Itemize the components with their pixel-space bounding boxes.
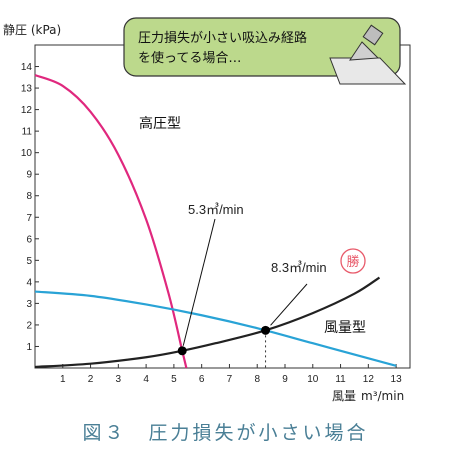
y-tick-label: 6 bbox=[26, 234, 32, 245]
y-tick-label: 7 bbox=[26, 213, 32, 224]
y-tick-label: 4 bbox=[26, 277, 32, 288]
annotation-5-3: 5.3㎥/min bbox=[188, 202, 244, 217]
x-axis-label: 風量 bbox=[332, 389, 356, 403]
nozzle-cone-icon bbox=[349, 41, 380, 61]
x-tick-label: 13 bbox=[391, 374, 403, 385]
y-tick-label: 8 bbox=[26, 191, 32, 202]
stamp-glyph: 勝 bbox=[346, 255, 359, 270]
high-volume-curve bbox=[34, 276, 381, 369]
y-tick-label: 2 bbox=[26, 320, 32, 331]
x-tick-label: 3 bbox=[116, 374, 122, 385]
y-tick-label: 1 bbox=[26, 342, 32, 353]
figure-caption: 図３ 圧力損失が小さい場合 bbox=[82, 422, 369, 444]
high-pressure-curve bbox=[34, 74, 188, 369]
callout-line-1: 圧力損失が小さい吸込み経路 bbox=[138, 30, 307, 46]
x-axis-unit: m³/min bbox=[361, 389, 404, 403]
series-label-high-pressure: 高圧型 bbox=[139, 115, 181, 132]
leader-line-8-3 bbox=[270, 283, 308, 326]
operating-point-5-3 bbox=[177, 346, 187, 356]
y-tick-label: 9 bbox=[26, 170, 32, 181]
x-tick-label: 1 bbox=[60, 374, 66, 385]
y-tick-label: 5 bbox=[26, 256, 32, 267]
x-tick-label: 6 bbox=[199, 374, 205, 385]
x-tick-label: 10 bbox=[307, 374, 319, 385]
x-tick-label: 5 bbox=[171, 374, 177, 385]
y-tick-label: 13 bbox=[21, 84, 33, 95]
x-tick-label: 8 bbox=[254, 374, 260, 385]
x-tick-label: 12 bbox=[363, 374, 375, 385]
nozzle-neck-icon bbox=[362, 24, 384, 46]
callout-line-2: を使ってる場合… bbox=[138, 50, 241, 66]
series-label-high-volume: 風量型 bbox=[324, 320, 366, 336]
x-tick-label: 7 bbox=[227, 374, 233, 385]
y-tick-label: 14 bbox=[21, 62, 33, 73]
annotation-8-3: 8.3㎥/min bbox=[271, 260, 327, 275]
x-tick-label: 2 bbox=[88, 374, 94, 385]
stamp-icon bbox=[340, 248, 366, 274]
y-axis-label: 静圧 (kPa) bbox=[3, 23, 61, 37]
x-tick-label: 4 bbox=[143, 374, 149, 385]
leader-line-5-3 bbox=[182, 218, 216, 346]
operating-point-8-3 bbox=[261, 325, 271, 335]
x-tick-label: 9 bbox=[282, 374, 288, 385]
y-tick-label: 10 bbox=[21, 148, 33, 159]
y-tick-label: 12 bbox=[21, 105, 33, 116]
x-tick-label: 11 bbox=[335, 374, 346, 385]
y-tick-label: 3 bbox=[26, 299, 32, 310]
y-tick-label: 11 bbox=[22, 127, 33, 138]
system-resistance-curve bbox=[34, 290, 397, 367]
